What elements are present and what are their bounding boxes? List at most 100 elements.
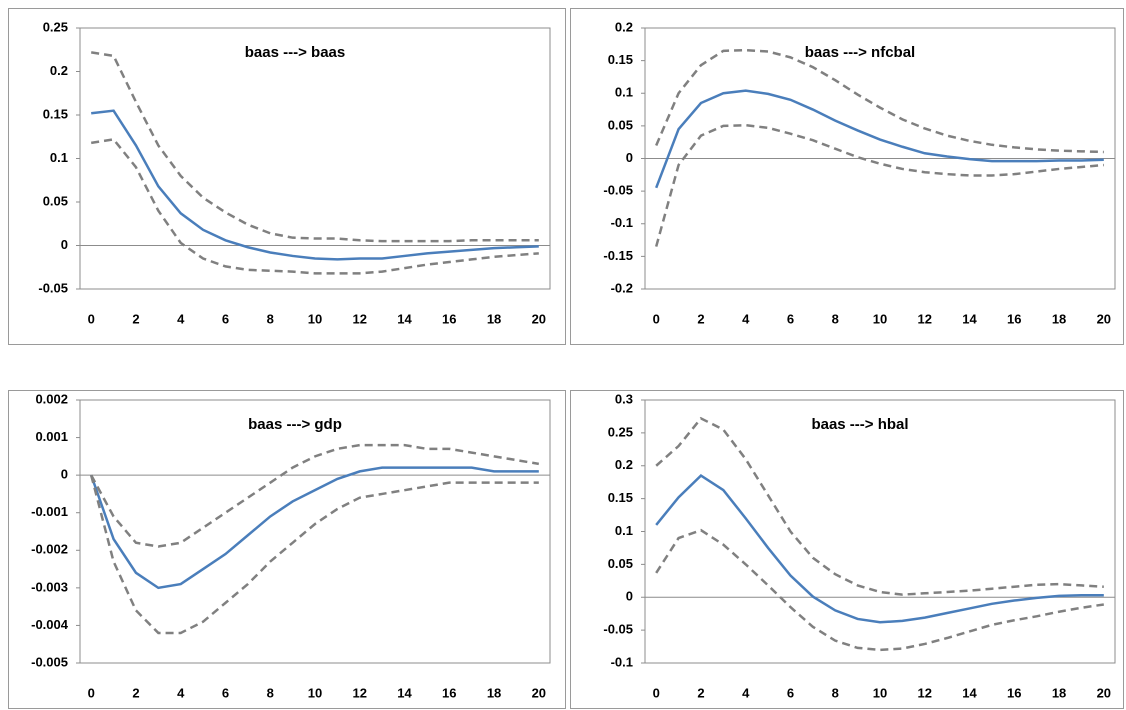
y-tick-label: -0.002 — [31, 542, 68, 557]
x-tick-label: 6 — [222, 685, 229, 700]
band-line — [90, 51, 539, 243]
y-tick-label: 0.2 — [615, 457, 633, 472]
panel-frame — [8, 8, 566, 345]
band-line — [655, 48, 1104, 154]
y-tick-label: -0.001 — [31, 504, 68, 519]
y-tick-label: 0.15 — [608, 490, 633, 505]
y-tick-label: 0.15 — [43, 106, 68, 121]
x-tick-label: 12 — [918, 311, 932, 326]
x-tick-label: 14 — [397, 685, 412, 700]
chart-title: baas ---> baas — [245, 44, 345, 61]
y-tick-label: 0.05 — [608, 556, 633, 571]
y-tick-label: 0.001 — [35, 429, 68, 444]
x-tick-label: 18 — [1052, 311, 1066, 326]
y-tick-label: 0.05 — [608, 117, 633, 132]
x-tick-label: 20 — [1097, 685, 1111, 700]
x-tick-label: 0 — [88, 685, 95, 700]
x-tick-label: 20 — [532, 685, 546, 700]
band-line — [654, 123, 1104, 247]
y-tick-label: 0.1 — [615, 85, 633, 100]
x-tick-label: 2 — [697, 311, 704, 326]
y-tick-label: 0.15 — [608, 52, 633, 67]
y-tick-label: 0 — [626, 589, 633, 604]
y-tick-label: -0.05 — [38, 280, 68, 295]
x-tick-label: 4 — [742, 685, 750, 700]
x-tick-label: 8 — [267, 311, 274, 326]
y-tick-label: -0.005 — [31, 654, 68, 669]
response-line — [90, 466, 539, 590]
chart-title: baas ---> hbal — [811, 416, 908, 433]
y-tick-label: 0 — [61, 237, 68, 252]
plot-area — [644, 399, 1116, 664]
y-tick-label: -0.1 — [611, 215, 633, 230]
x-tick-label: 16 — [442, 311, 456, 326]
x-tick-label: 10 — [873, 685, 887, 700]
x-tick-label: 10 — [873, 311, 887, 326]
x-tick-label: 2 — [132, 685, 139, 700]
x-tick-label: 6 — [787, 685, 794, 700]
x-tick-label: 6 — [222, 311, 229, 326]
x-tick-label: 8 — [832, 311, 839, 326]
band-line — [90, 138, 539, 275]
x-tick-label: 4 — [177, 311, 185, 326]
band-line — [90, 443, 540, 548]
y-tick-label: 0.2 — [615, 19, 633, 34]
band-line — [655, 416, 1104, 596]
x-tick-label: 0 — [653, 685, 660, 700]
panel-frame — [570, 8, 1124, 345]
chart-title: baas ---> nfcbal — [805, 44, 915, 61]
x-tick-label: 4 — [742, 311, 750, 326]
y-tick-label: -0.003 — [31, 579, 68, 594]
y-tick-label: 0 — [626, 150, 633, 165]
x-tick-label: 2 — [132, 311, 139, 326]
y-tick-label: 0.25 — [43, 19, 68, 34]
x-tick-label: 18 — [1052, 685, 1066, 700]
x-tick-label: 20 — [532, 311, 546, 326]
x-tick-label: 8 — [267, 685, 274, 700]
x-tick-label: 14 — [397, 311, 412, 326]
x-tick-label: 14 — [962, 685, 977, 700]
y-tick-label: 0.2 — [50, 63, 68, 78]
y-tick-label: -0.05 — [603, 622, 633, 637]
y-tick-label: -0.004 — [31, 617, 69, 632]
x-tick-label: 8 — [832, 685, 839, 700]
response-line — [655, 89, 1104, 189]
y-tick-label: 0 — [61, 467, 68, 482]
y-tick-label: -0.05 — [603, 183, 633, 198]
y-tick-label: 0.002 — [35, 391, 68, 406]
x-tick-label: 0 — [88, 311, 95, 326]
x-tick-label: 10 — [308, 311, 322, 326]
band-line — [89, 474, 539, 635]
y-tick-label: 0.3 — [615, 391, 633, 406]
x-tick-label: 20 — [1097, 311, 1111, 326]
chart-title: baas ---> gdp — [248, 416, 342, 433]
x-tick-label: 4 — [177, 685, 185, 700]
y-tick-label: 0.1 — [615, 523, 633, 538]
x-tick-label: 0 — [653, 311, 660, 326]
x-tick-label: 2 — [697, 685, 704, 700]
x-tick-label: 10 — [308, 685, 322, 700]
x-tick-label: 12 — [353, 311, 367, 326]
x-tick-label: 18 — [487, 685, 501, 700]
x-tick-label: 14 — [962, 311, 977, 326]
y-tick-label: -0.15 — [603, 248, 633, 263]
band-line — [655, 528, 1104, 652]
x-tick-label: 12 — [353, 685, 367, 700]
y-tick-label: 0.1 — [50, 150, 68, 165]
y-tick-label: -0.1 — [611, 654, 633, 669]
x-tick-label: 12 — [918, 685, 932, 700]
x-tick-label: 18 — [487, 311, 501, 326]
response-line — [655, 474, 1104, 624]
panel-frame — [570, 390, 1124, 709]
x-tick-label: 6 — [787, 311, 794, 326]
y-tick-label: 0.25 — [608, 424, 633, 439]
plot-area — [79, 399, 551, 664]
response-line — [91, 109, 539, 261]
x-tick-label: 16 — [442, 685, 456, 700]
y-tick-label: 0.05 — [43, 193, 68, 208]
x-tick-label: 16 — [1007, 685, 1021, 700]
x-tick-label: 16 — [1007, 311, 1021, 326]
y-tick-label: -0.2 — [611, 280, 633, 295]
